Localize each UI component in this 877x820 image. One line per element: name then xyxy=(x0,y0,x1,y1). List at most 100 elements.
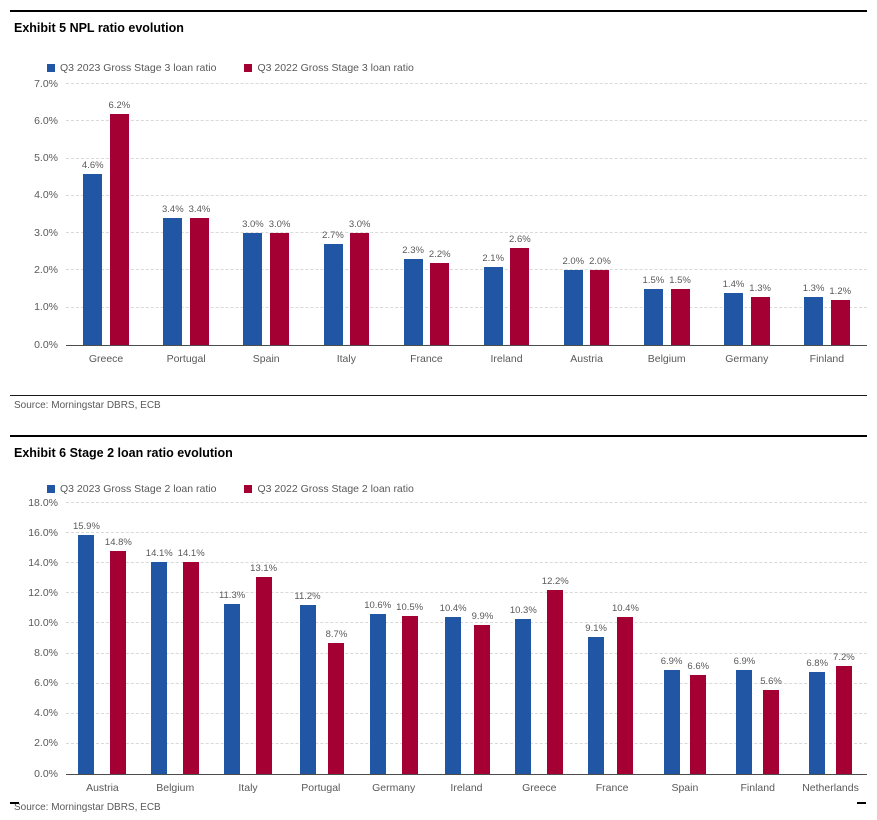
bar xyxy=(547,590,564,774)
bar xyxy=(270,233,290,345)
bar-group: 11.3% 13.1% xyxy=(212,563,285,774)
category-label: Finland xyxy=(809,353,845,365)
bar-group: 2.0% 2.0% xyxy=(547,256,627,345)
plot-area: 0.0% 1.0% 2.0% 3.0% 4.0% 5.0% 6.0% 7.0% 4.6% 6.2%… xyxy=(34,78,867,351)
bar-with-label: 2.1% xyxy=(482,253,504,345)
exhibit-5-title: Exhibit 5 NPL ratio evolution xyxy=(14,21,184,35)
bar-with-label: 3.4% xyxy=(162,204,184,345)
category-label: Ireland xyxy=(490,353,523,365)
bar xyxy=(151,561,168,774)
ytick-label: 4.0% xyxy=(34,189,58,202)
bar-with-label: 13.1% xyxy=(250,563,277,774)
bar-with-label: 1.5% xyxy=(643,275,664,345)
bar-group: 15.9% 14.8% xyxy=(66,521,139,774)
category-label: Germany xyxy=(725,353,769,365)
bar xyxy=(430,262,450,345)
bar xyxy=(350,233,370,345)
exhibit-6-top-divider xyxy=(10,435,867,437)
value-label: 14.1% xyxy=(177,547,205,559)
category-label: Finland xyxy=(740,782,775,794)
value-label: 5.6% xyxy=(760,675,782,687)
gridline xyxy=(66,682,867,684)
value-label: 6.9% xyxy=(733,656,756,668)
gridline xyxy=(66,742,867,744)
category-label: Italy xyxy=(336,353,356,365)
bar xyxy=(563,270,583,345)
bar xyxy=(483,266,503,345)
bar-with-label: 6.6% xyxy=(687,661,709,774)
bar-with-label: 14.1% xyxy=(178,548,205,774)
bar-with-label: 9.1% xyxy=(585,623,607,774)
bar-with-label: 1.3% xyxy=(803,283,824,345)
value-label: 9.9% xyxy=(471,610,494,622)
gridline xyxy=(66,194,867,196)
bar-with-label: 4.6% xyxy=(82,160,104,345)
value-label: 14.8% xyxy=(104,537,132,549)
value-label: 2.0% xyxy=(562,256,585,268)
bar xyxy=(243,233,263,345)
value-label: 2.0% xyxy=(589,256,611,268)
value-label: 2.6% xyxy=(509,234,531,246)
ytick-label: 6.0% xyxy=(34,114,58,127)
bar xyxy=(110,551,127,774)
bar-group: 6.9% 6.6% xyxy=(649,656,722,774)
bar-group: 4.6% 6.2% xyxy=(66,100,146,345)
bar xyxy=(299,605,316,774)
bar xyxy=(804,296,824,345)
bar-group: 1.3% 1.2% xyxy=(787,283,867,345)
bar xyxy=(109,113,129,345)
bar-with-label: 10.5% xyxy=(396,602,423,774)
bar-group: 9.1% 10.4% xyxy=(576,603,649,774)
category-label: Belgium xyxy=(647,353,686,365)
legend-label-2023: Q3 2023 Gross Stage 3 loan ratio xyxy=(60,62,217,74)
gridline xyxy=(66,157,867,159)
ytick-label: 1.0% xyxy=(34,301,58,314)
bar xyxy=(255,576,272,774)
bar-with-label: 10.4% xyxy=(612,603,639,774)
bar xyxy=(663,670,680,774)
value-label: 3.4% xyxy=(161,204,184,216)
x-axis-labels: Austria Belgium Italy Portugal Germany Irelan… xyxy=(66,782,867,794)
bar-with-label: 2.0% xyxy=(589,256,611,345)
ytick-label: 7.0% xyxy=(34,77,58,90)
bar-group: 2.3% 2.2% xyxy=(386,245,466,345)
ytick-label: 2.0% xyxy=(34,263,58,276)
gridline xyxy=(66,622,867,624)
value-label: 3.0% xyxy=(268,219,291,231)
bottom-rule-right-fragment xyxy=(857,802,866,804)
bar xyxy=(403,259,423,345)
bar-group: 2.1% 2.6% xyxy=(466,234,546,345)
value-label: 2.3% xyxy=(402,245,424,257)
bar xyxy=(643,289,663,345)
plot-area: 0.0% 2.0% 4.0% 6.0% 8.0% 10.0% 12.0% 14.0% 16.0%… xyxy=(28,497,867,780)
bar-with-label: 11.3% xyxy=(219,590,245,774)
bar xyxy=(835,665,852,774)
gridline xyxy=(66,269,867,271)
exhibit-5-chart: 0.0% 1.0% 2.0% 3.0% 4.0% 5.0% 6.0% 7.0% 4.6% 6.2%… xyxy=(14,78,867,365)
value-label: 1.5% xyxy=(669,275,691,287)
legend-label-2023: Q3 2023 Gross Stage 2 loan ratio xyxy=(60,483,217,495)
gridline xyxy=(66,712,867,714)
ytick-label: 0.0% xyxy=(34,767,58,780)
ytick-label: 18.0% xyxy=(28,496,58,509)
value-label: 10.4% xyxy=(439,603,467,615)
ytick-label: 4.0% xyxy=(34,707,58,720)
bar xyxy=(588,637,605,774)
ytick-label: 0.0% xyxy=(34,338,58,351)
bar xyxy=(809,671,826,774)
bar xyxy=(750,296,770,345)
ytick-label: 2.0% xyxy=(34,737,58,750)
bar-group: 10.3% 12.2% xyxy=(503,576,576,774)
legend-item-2023: Q3 2023 Gross Stage 3 loan ratio xyxy=(47,62,216,74)
bar-group: 10.4% 9.9% xyxy=(430,603,503,774)
exhibit-5-legend: Q3 2023 Gross Stage 3 loan ratio Q3 2022… xyxy=(47,62,877,74)
bar xyxy=(401,615,418,774)
bar-with-label: 11.2% xyxy=(294,591,321,774)
x-axis-labels: Greece Portugal Spain Italy France Ireland Aus… xyxy=(66,353,867,365)
bar-group: 14.1% 14.1% xyxy=(139,548,212,774)
bar-groups: 4.6% 6.2% 3.4% 3.4% 3.0% 3.0% 2.7% 3.0% 2.3% 2.2%… xyxy=(66,84,867,345)
category-label: Spain xyxy=(252,353,280,365)
bar xyxy=(163,218,183,345)
bar xyxy=(510,248,530,345)
